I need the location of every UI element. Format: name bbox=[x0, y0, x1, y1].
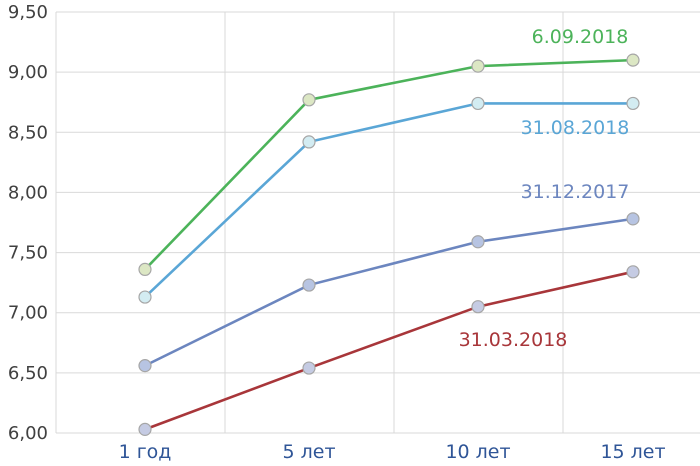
data-point bbox=[138, 290, 152, 304]
x-axis-ticks: 1 год 5 лет 10 лет 15 лет bbox=[119, 441, 666, 463]
y-tick-label: 8,00 bbox=[8, 182, 48, 203]
series-line bbox=[144, 102, 633, 299]
series-labels: 6.09.2018 31.08.2018 31.12.2017 31.03.2018 bbox=[459, 26, 630, 351]
series-label: 31.08.2018 bbox=[521, 117, 630, 139]
data-point bbox=[302, 135, 316, 149]
data-point bbox=[471, 96, 485, 111]
x-tick-label: 15 лет bbox=[600, 441, 665, 463]
series-label: 6.09.2018 bbox=[532, 26, 629, 48]
y-tick-label: 8,50 bbox=[8, 122, 48, 143]
series-label: 31.12.2017 bbox=[521, 181, 630, 203]
data-point bbox=[302, 278, 316, 292]
series-line bbox=[144, 58, 634, 271]
y-tick-label: 7,00 bbox=[8, 303, 48, 324]
data-point bbox=[471, 235, 485, 249]
data-point bbox=[138, 262, 152, 277]
data-point bbox=[471, 59, 485, 73]
data-point bbox=[138, 422, 152, 436]
y-tick-label: 9,00 bbox=[8, 62, 48, 83]
data-point bbox=[302, 361, 316, 375]
y-axis-ticks: 6,00 6,50 7,00 7,50 8,00 8,50 9,00 9,50 bbox=[8, 2, 48, 444]
data-point bbox=[471, 300, 485, 314]
data-point bbox=[138, 359, 152, 373]
x-tick-label: 1 год bbox=[119, 441, 172, 463]
y-tick-label: 9,50 bbox=[8, 2, 48, 23]
series-group bbox=[138, 53, 640, 436]
x-tick-label: 5 лет bbox=[282, 441, 335, 463]
data-point bbox=[626, 96, 640, 111]
data-point bbox=[626, 53, 640, 67]
data-point bbox=[626, 212, 640, 226]
series-line bbox=[144, 270, 634, 431]
y-tick-label: 7,50 bbox=[8, 243, 48, 264]
data-point bbox=[626, 265, 640, 279]
y-tick-label: 6,00 bbox=[8, 423, 48, 444]
series-label: 31.03.2018 bbox=[459, 329, 568, 351]
series-line bbox=[144, 217, 634, 367]
data-point bbox=[302, 93, 316, 107]
y-tick-label: 6,50 bbox=[8, 363, 48, 384]
x-tick-label: 10 лет bbox=[445, 441, 510, 463]
